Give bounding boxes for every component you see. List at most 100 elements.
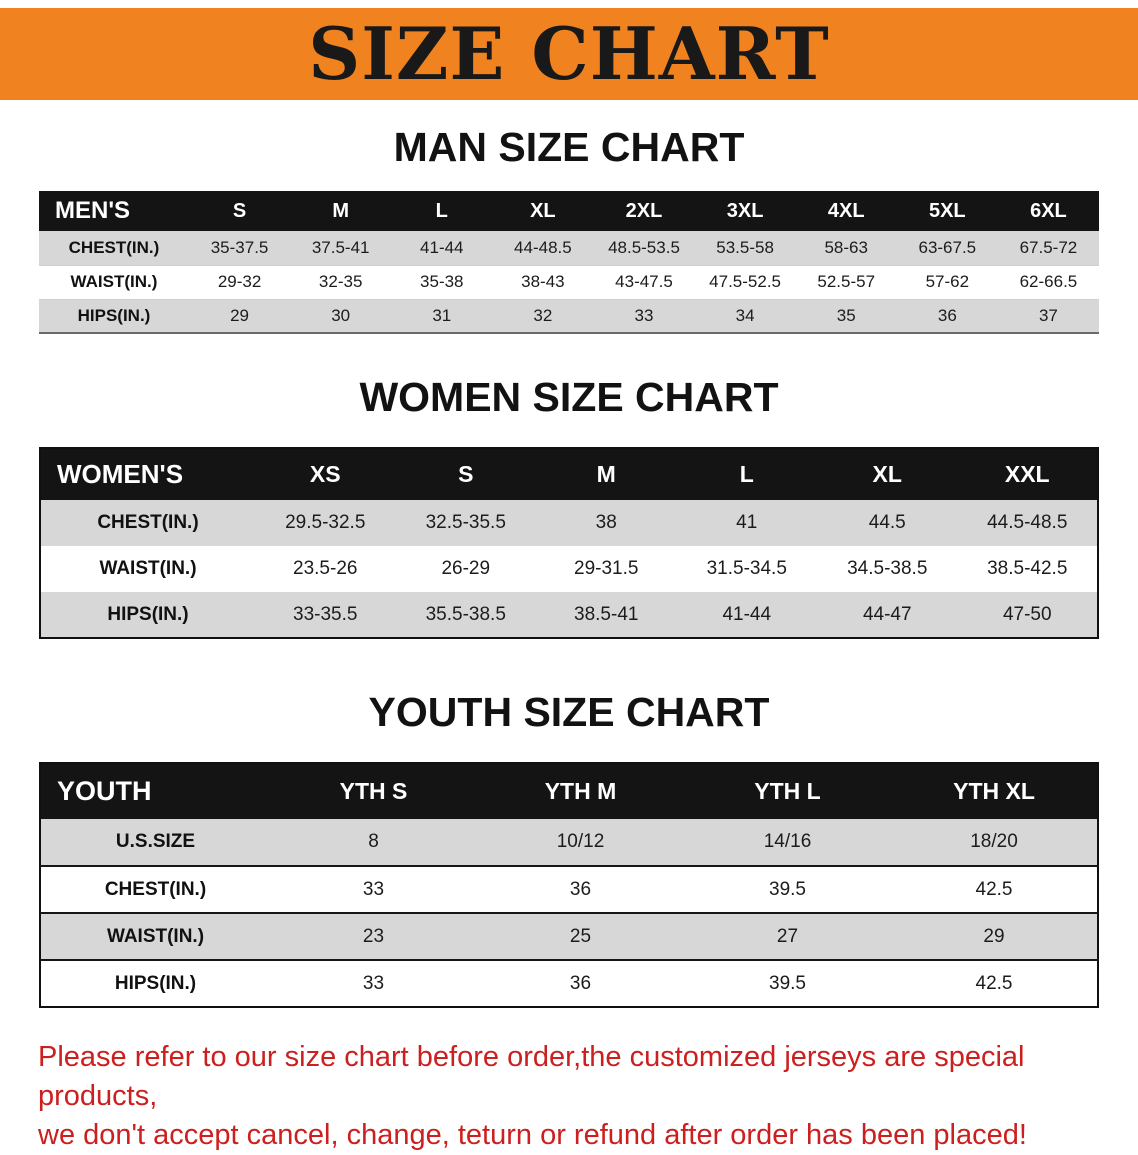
- disclaimer-line-2: we don't accept cancel, change, teturn o…: [38, 1119, 1027, 1152]
- size-value: 30: [331, 305, 351, 325]
- size-value: 41-44: [722, 603, 772, 625]
- size-value: 58-63: [824, 237, 868, 257]
- women-size-table: WOMEN'S XS S M L XL XXL CHEST(IN.) 29.5-32.5 32.5…: [39, 447, 1099, 639]
- size-value: 36: [569, 972, 592, 994]
- size-value: 47.5-52.5: [709, 272, 782, 291]
- size-value: 35.5-38.5: [425, 603, 506, 625]
- size-value: 41: [736, 512, 758, 533]
- size-value: 47-50: [1002, 603, 1052, 625]
- size-value: 48.5-53.5: [608, 237, 680, 257]
- youth-size-table: YOUTH YTH S YTH M YTH L YTH XL U.S.SIZE 8 10/12…: [39, 762, 1099, 1008]
- women-size-chart-section: WOMEN SIZE CHART WOMEN'S XS S M L XL XXL CHEST(…: [0, 374, 1138, 639]
- size-value: 34.5-38.5: [847, 558, 928, 579]
- size-column-header: 2XL: [593, 191, 695, 231]
- size-value: 8: [368, 831, 379, 852]
- size-value: 57-62: [925, 272, 970, 291]
- size-table-header-row: YOUTH YTH S YTH M YTH L YTH XL: [40, 763, 1098, 819]
- size-value: 26-29: [441, 558, 491, 579]
- size-value: 44-48.5: [514, 237, 572, 257]
- size-value: 39.5: [769, 972, 806, 994]
- size-column-header: L: [676, 448, 817, 500]
- row-label: HIPS(IN.): [107, 603, 189, 625]
- men-size-chart-section: MAN SIZE CHART MEN'S S M L XL 2XL 3XL 4XL 5XL 6XL…: [0, 124, 1138, 334]
- row-label: CHEST(IN.): [97, 512, 199, 533]
- size-value: 67.5-72: [1019, 237, 1078, 257]
- size-value: 38.5-42.5: [987, 558, 1068, 579]
- size-table-row: WAIST(IN.) 23.5-26 26-29 29-31.5 31.5-34.5 34…: [40, 546, 1098, 592]
- size-column-header: M: [536, 448, 677, 500]
- size-value: 34: [735, 305, 755, 325]
- size-column-header: XL: [817, 448, 958, 500]
- size-value: 25: [569, 925, 592, 947]
- size-value: 27: [776, 925, 799, 947]
- size-column-header: YTH L: [684, 763, 891, 819]
- size-table-row: U.S.SIZE 8 10/12 14/16 18/20: [40, 819, 1098, 866]
- size-value: 29: [230, 305, 250, 325]
- size-value: 33-35.5: [293, 603, 358, 625]
- charts-area: MAN SIZE CHART MEN'S S M L XL 2XL 3XL 4XL 5XL 6XL…: [0, 124, 1138, 1008]
- size-column-header: YTH S: [270, 763, 477, 819]
- size-table-row: WAIST(IN.) 29-32 32-35 35-38 38-43 43-47.5 47.…: [39, 265, 1099, 299]
- size-value: 44-47: [862, 603, 912, 625]
- banner: SIZE CHART: [0, 8, 1138, 100]
- size-value: 29.5-32.5: [285, 512, 366, 533]
- table-title-cell: WOMEN'S: [40, 448, 255, 500]
- size-value: 44.5-48.5: [987, 512, 1068, 533]
- table-title-cell: YOUTH: [40, 763, 270, 819]
- table-title-cell: MEN'S: [39, 191, 189, 231]
- row-label: WAIST(IN.): [106, 925, 205, 947]
- row-label: CHEST(IN.): [68, 237, 160, 257]
- size-column-header: 4XL: [795, 191, 897, 231]
- size-value: 33: [634, 305, 654, 325]
- size-table-header-row: MEN'S S M L XL 2XL 3XL 4XL 5XL 6XL: [39, 191, 1099, 231]
- women-size-chart-heading: WOMEN SIZE CHART: [359, 374, 779, 420]
- size-value: 38-43: [521, 272, 565, 291]
- men-size-chart-heading: MAN SIZE CHART: [393, 124, 745, 170]
- size-table-row: WAIST(IN.) 23 25 27 29: [40, 913, 1098, 960]
- youth-size-chart-heading: YOUTH SIZE CHART: [368, 689, 770, 735]
- size-table-row: HIPS(IN.) 33 36 39.5 42.5: [40, 960, 1098, 1007]
- size-column-header: S: [189, 191, 291, 231]
- size-value: 33: [362, 972, 385, 994]
- size-value: 62-66.5: [1019, 272, 1078, 291]
- size-value: 31: [432, 305, 452, 325]
- size-value: 52.5-57: [817, 272, 876, 291]
- size-value: 43-47.5: [615, 272, 673, 291]
- size-value: 42.5: [975, 878, 1013, 900]
- size-value: 35-37.5: [210, 237, 269, 257]
- size-value: 42.5: [975, 972, 1013, 994]
- size-table-row: CHEST(IN.) 35-37.5 37.5-41 41-44 44-48.5 48.5…: [39, 231, 1099, 265]
- size-chart-page: SIZE CHART MAN SIZE CHART MEN'S S M L XL 2XL 3…: [0, 8, 1138, 1155]
- size-value: 38.5-41: [574, 603, 639, 625]
- size-value: 23.5-26: [293, 558, 358, 579]
- size-value: 37: [1038, 305, 1058, 325]
- size-value: 32: [533, 305, 553, 325]
- size-column-header: 5XL: [896, 191, 998, 231]
- size-value: 36: [569, 878, 592, 900]
- size-table-row: HIPS(IN.) 29 30 31 32 33 34 35 36 37: [39, 299, 1099, 333]
- size-value: 38: [595, 512, 617, 533]
- row-label: WAIST(IN.): [70, 272, 158, 291]
- disclaimer-line-1: Please refer to our size chart before or…: [38, 1041, 1025, 1113]
- row-label: CHEST(IN.): [104, 878, 207, 900]
- size-column-header: M: [290, 191, 392, 231]
- size-table-header-row: WOMEN'S XS S M L XL XXL: [40, 448, 1098, 500]
- row-label: WAIST(IN.): [99, 558, 197, 579]
- size-column-header: L: [391, 191, 493, 231]
- size-value: 32-35: [318, 272, 363, 291]
- size-value: 63-67.5: [918, 237, 977, 257]
- size-value: 44.5: [868, 512, 906, 533]
- men-size-table: MEN'S S M L XL 2XL 3XL 4XL 5XL 6XL CHEST(IN.) 35-37…: [39, 191, 1099, 334]
- disclaimer: Please refer to our size chart before or…: [38, 1038, 1100, 1155]
- size-value: 31.5-34.5: [706, 558, 787, 579]
- size-value: 35-38: [420, 272, 464, 291]
- size-column-header: YTH M: [477, 763, 684, 819]
- row-label: HIPS(IN.): [77, 305, 151, 325]
- size-value: 29-31.5: [574, 558, 639, 579]
- row-label: U.S.SIZE: [115, 831, 196, 852]
- size-column-header: XL: [492, 191, 594, 231]
- size-table-row: HIPS(IN.) 33-35.5 35.5-38.5 38.5-41 41-44 44-…: [40, 592, 1098, 638]
- size-value: 18/20: [970, 831, 1018, 852]
- size-column-header: XXL: [957, 448, 1098, 500]
- size-value: 32.5-35.5: [425, 512, 506, 533]
